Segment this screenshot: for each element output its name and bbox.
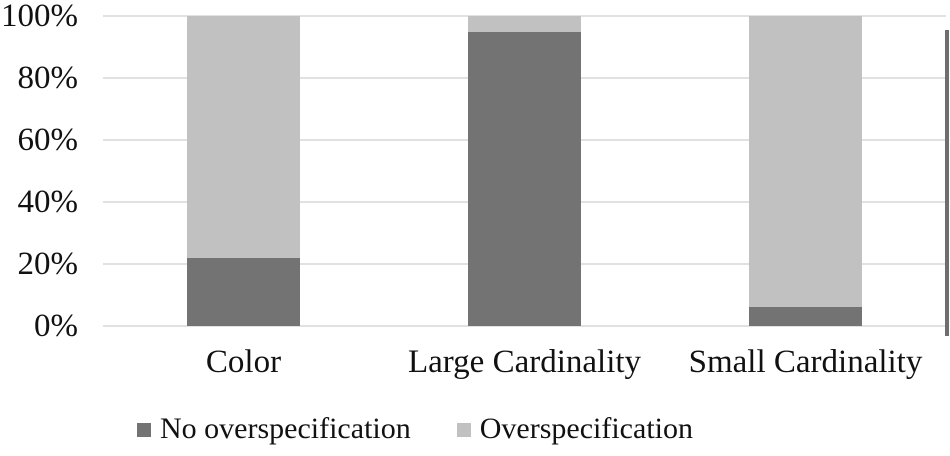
legend-swatch-overspecification <box>456 423 471 437</box>
right-edge-artifact-line <box>945 30 949 336</box>
legend-item-overspecification: Overspecification <box>456 412 693 446</box>
bar-segment-color-overspecification <box>187 16 300 258</box>
legend-label-no-overspecification: No overspecification <box>160 412 411 445</box>
gridline-0 <box>103 325 946 327</box>
plot-area <box>103 15 946 327</box>
bar-segment-color-no-overspecification <box>187 257 300 326</box>
bar-segment-large-cardinality-no-overspecification <box>468 31 581 326</box>
legend-swatch-no-overspecification <box>137 423 151 437</box>
category-label-large-cardinality: Large Cardinality <box>407 344 642 380</box>
y-tick-label-100: 100% <box>1 0 78 34</box>
y-tick-label-40: 40% <box>17 184 79 220</box>
category-label-color: Color <box>205 344 282 380</box>
y-tick-label-80: 80% <box>17 60 79 96</box>
bar-segment-small-cardinality-overspecification <box>749 16 862 308</box>
legend-item-no-overspecification: No overspecification <box>137 412 411 446</box>
y-tick-label-0: 0% <box>34 308 78 344</box>
bar-segment-small-cardinality-no-overspecification <box>749 307 862 326</box>
y-tick-label-20: 20% <box>17 246 79 282</box>
legend: No overspecification Overspecification <box>0 412 830 446</box>
y-tick-label-60: 60% <box>17 122 79 158</box>
bar-segment-large-cardinality-overspecification <box>468 16 581 32</box>
legend-label-overspecification: Overspecification <box>479 412 693 445</box>
category-label-small-cardinality: Small Cardinality <box>688 344 923 380</box>
